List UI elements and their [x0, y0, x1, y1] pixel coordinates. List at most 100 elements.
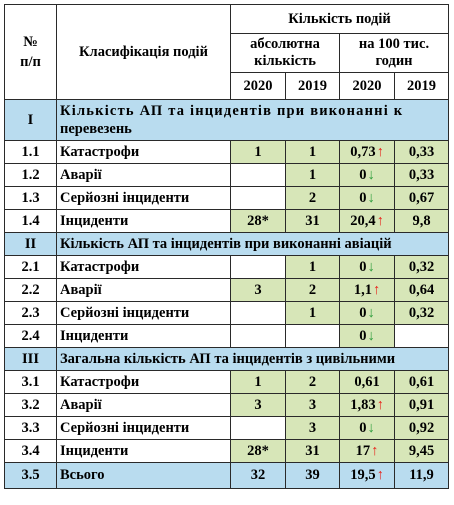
per-2019-cell: 0,61	[395, 371, 449, 394]
table-row: 1.4 Інциденти 28* 31 20,4↑ 9,8	[5, 210, 449, 233]
section-row: II Кількість АП та інцидентів при виконан…	[5, 233, 449, 256]
row-label: Всього	[57, 463, 231, 489]
arrow-down-icon: ↓	[368, 167, 375, 184]
arrow-up-icon: ↑	[377, 397, 384, 414]
per-2020-value: 0	[359, 190, 366, 206]
per-2020-value: 0	[359, 167, 366, 183]
arrow-down-icon: ↓	[368, 328, 375, 345]
arrow-down-icon: ↓	[368, 190, 375, 207]
per-2019-cell: 0,32	[395, 256, 449, 279]
row-number: 2.1	[5, 256, 57, 279]
per-2020-value: 0	[359, 328, 366, 344]
row-number: 3.5	[5, 463, 57, 489]
per-2019-cell: 0,91	[395, 394, 449, 417]
abs-2020-cell: 3	[231, 279, 286, 302]
row-number: 1.4	[5, 210, 57, 233]
table-row: 1.1 Катастрофи 1 1 0,73↑ 0,33	[5, 141, 449, 164]
per-2020-value: 0	[359, 259, 366, 275]
per-2019-cell: 0,32	[395, 302, 449, 325]
per-2020-cell: 0↓	[340, 302, 395, 325]
per-2020-cell: 0↓	[340, 256, 395, 279]
table-row: 1.3 Серйозні інциденти 2 0↓ 0,67	[5, 187, 449, 210]
row-number: 3.1	[5, 371, 57, 394]
section-row: I Кількість АП та інцидентів при виконанн…	[5, 100, 449, 141]
abs-2019-cell: 31	[286, 440, 340, 463]
abs-header-line1: абсолютна	[250, 36, 320, 52]
per-2020-value: 1,1	[354, 282, 372, 298]
row-label: Інциденти	[57, 440, 231, 463]
per-2020-cell: 1,83↑	[340, 394, 395, 417]
abs-2019-cell: 3	[286, 394, 340, 417]
row-label: Аварії	[57, 279, 231, 302]
row-label: Аварії	[57, 394, 231, 417]
abs-2020-cell: 32	[231, 463, 286, 489]
row-label: Катастрофи	[57, 371, 231, 394]
arrow-up-icon: ↑	[377, 213, 384, 230]
per-2019-cell: 0,33	[395, 164, 449, 187]
per-2020-cell: 17↑	[340, 440, 395, 463]
year-2019-abs: 2019	[286, 73, 340, 100]
header-row-1: № п/п Класифікація подій Кількість подій	[5, 5, 449, 34]
abs-header: абсолютна кількість	[231, 34, 340, 73]
table-row: 3.3 Серйозні інциденти 3 0↓ 0,92	[5, 417, 449, 440]
num-header: № п/п	[5, 5, 57, 100]
row-number: 3.4	[5, 440, 57, 463]
abs-2019-cell: 1	[286, 302, 340, 325]
per-2019-cell: 11,9	[395, 463, 449, 489]
per-header-line1: на 100 тис.	[359, 36, 429, 52]
section-title-line2: перевезень	[60, 121, 132, 137]
abs-2019-cell	[286, 325, 340, 348]
section-id: II	[5, 233, 57, 256]
section-id: III	[5, 348, 57, 371]
abs-2019-cell: 39	[286, 463, 340, 489]
abs-2019-cell: 2	[286, 371, 340, 394]
count-group-header: Кількість подій	[231, 5, 449, 34]
abs-2019-cell: 1	[286, 256, 340, 279]
abs-2019-cell: 2	[286, 279, 340, 302]
per-2020-value: 0,61	[354, 374, 379, 390]
abs-2020-cell	[231, 256, 286, 279]
row-label: Аварії	[57, 164, 231, 187]
row-number: 1.1	[5, 141, 57, 164]
abs-2020-cell: 1	[231, 141, 286, 164]
num-header-line2: п/п	[20, 54, 41, 70]
per-header: на 100 тис. годин	[340, 34, 449, 73]
row-number: 3.3	[5, 417, 57, 440]
per-header-line2: годин	[375, 53, 412, 69]
section-id: I	[5, 100, 57, 141]
row-label: Катастрофи	[57, 256, 231, 279]
table-row: 3.1 Катастрофи 1 2 0,61 0,61	[5, 371, 449, 394]
per-2020-cell: 0,73↑	[340, 141, 395, 164]
per-2020-cell: 0↓	[340, 417, 395, 440]
year-2019-per: 2019	[395, 73, 449, 100]
per-2019-cell: 0,67	[395, 187, 449, 210]
per-2020-cell: 1,1↑	[340, 279, 395, 302]
section-title: Кількість АП та інцидентів при виконанні…	[57, 233, 449, 256]
total-row: 3.5 Всього 32 39 19,5↑ 11,9	[5, 463, 449, 489]
abs-2020-cell: 1	[231, 371, 286, 394]
abs-2020-cell	[231, 164, 286, 187]
per-2019-cell	[395, 325, 449, 348]
row-number: 1.3	[5, 187, 57, 210]
per-2020-value: 17	[356, 443, 371, 459]
abs-2019-cell: 31	[286, 210, 340, 233]
abs-2020-cell: 3	[231, 394, 286, 417]
row-label: Серйозні інциденти	[57, 417, 231, 440]
abs-2020-cell: 28*	[231, 210, 286, 233]
table-row: 2.1 Катастрофи 1 0↓ 0,32	[5, 256, 449, 279]
arrow-down-icon: ↓	[368, 305, 375, 322]
abs-2020-cell	[231, 187, 286, 210]
table-row: 2.3 Серйозні інциденти 1 0↓ 0,32	[5, 302, 449, 325]
abs-2020-cell	[231, 325, 286, 348]
year-2020-abs: 2020	[231, 73, 286, 100]
section-title: Кількість АП та інцидентів при виконанні…	[57, 100, 449, 141]
abs-2020-cell	[231, 302, 286, 325]
table-row: 3.4 Інциденти 28* 31 17↑ 9,45	[5, 440, 449, 463]
per-2020-value: 19,5	[350, 467, 375, 483]
abs-2019-cell: 3	[286, 417, 340, 440]
table-row: 3.2 Аварії 3 3 1,83↑ 0,91	[5, 394, 449, 417]
row-number: 2.3	[5, 302, 57, 325]
incidents-table: № п/п Класифікація подій Кількість подій…	[4, 4, 449, 489]
arrow-down-icon: ↓	[368, 259, 375, 276]
table-row: 1.2 Аварії 1 0↓ 0,33	[5, 164, 449, 187]
